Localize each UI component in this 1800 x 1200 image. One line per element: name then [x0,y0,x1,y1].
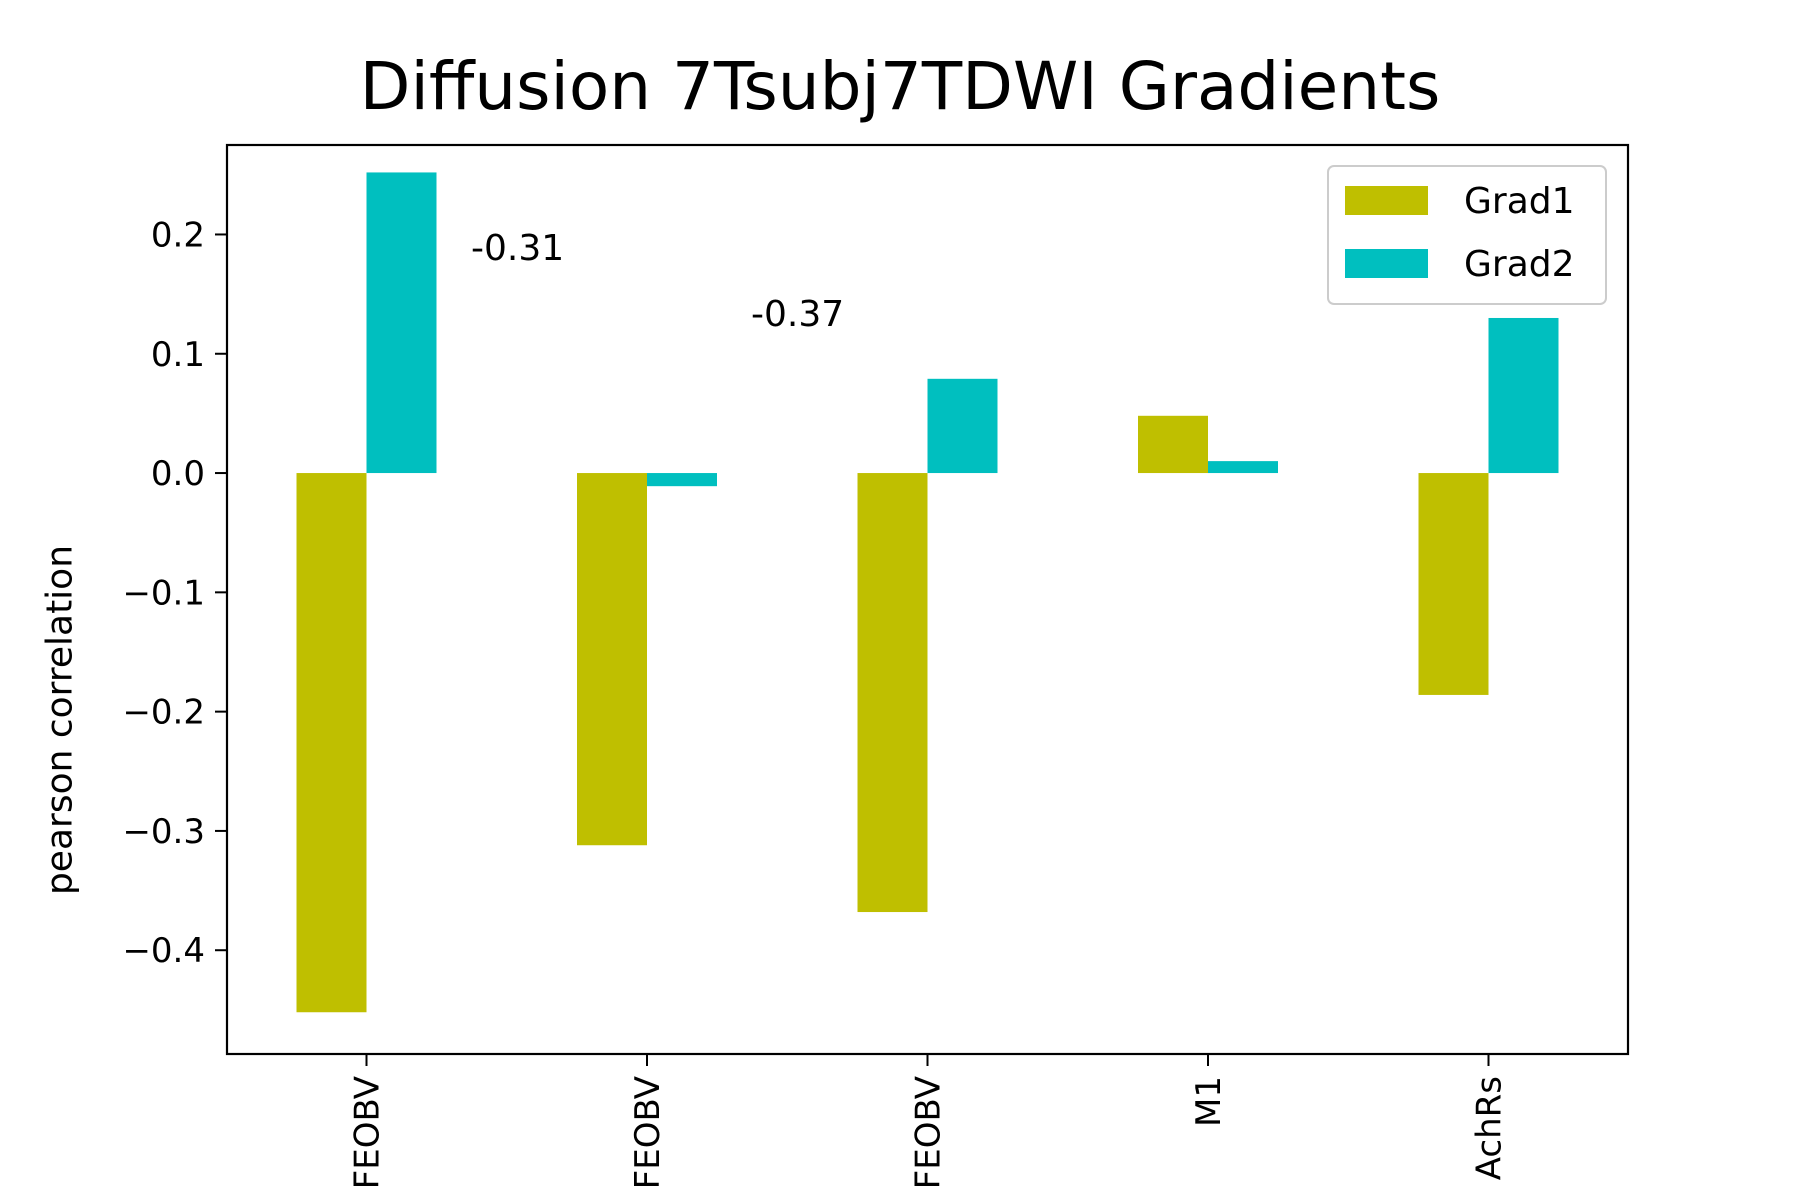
y-tick-label: −0.1 [122,573,205,613]
bar-grad1-1 [577,473,647,846]
y-tick-label: −0.3 [122,812,205,852]
x-tick-label: M1 [1189,1076,1229,1127]
chart-title: Diffusion 7Tsubj7TDWI Gradients [359,48,1441,125]
y-tick-label: −0.2 [122,693,205,733]
bar-grad1-4 [1418,473,1489,695]
legend: Grad1 Grad2 [1327,165,1607,305]
x-tick-label: AchRs [1470,1076,1510,1180]
bar-grad2-2 [927,378,998,474]
bar-grad1-2 [857,473,928,913]
y-tick-label: −0.4 [122,931,205,971]
legend-swatch-grad1 [1345,186,1428,215]
legend-swatch-grad2 [1345,249,1428,278]
y-tick-label: 0.0 [151,454,205,494]
x-tick-label: FEOBV [909,1076,949,1189]
bars-layer [296,172,1559,1013]
x-tick-label: FEOBV [348,1076,388,1189]
legend-label-grad1: Grad1 [1464,181,1575,222]
bar-grad2-4 [1488,317,1559,474]
bar-grad2-1 [647,473,717,487]
bar-annotation: -0.37 [751,294,844,335]
x-axis: FEOBV FEOBV FEOBV M1 AchRs [348,1054,1510,1189]
y-tick-label: 0.2 [151,215,205,255]
annotations-layer: -0.31 -0.37 [471,228,844,335]
bar-grad2-3 [1208,461,1278,474]
bar-annotation: -0.31 [471,228,564,269]
y-axis: −0.4 −0.3 −0.2 −0.1 0.0 0.1 0.2 [122,215,227,971]
legend-label-grad2: Grad2 [1464,244,1575,285]
bar-grad1-3 [1138,415,1208,474]
bar-grad1-0 [296,473,367,1013]
bar-grad2-0 [366,172,437,474]
x-tick-label: FEOBV [628,1076,668,1189]
y-tick-label: 0.1 [151,335,205,375]
